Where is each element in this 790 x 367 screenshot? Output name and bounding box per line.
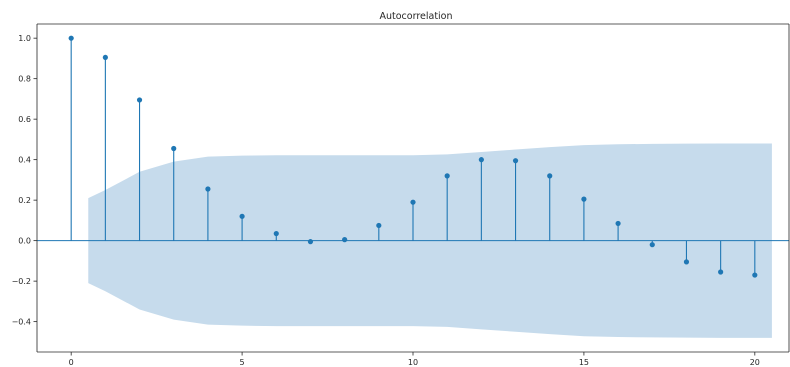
chart-title: Autocorrelation (379, 11, 452, 22)
stem-marker (752, 272, 758, 278)
y-tick-label: 0.4 (18, 156, 31, 165)
y-tick-label: −0.4 (12, 318, 31, 327)
stem-marker (683, 259, 690, 265)
y-tick-label: 0.8 (18, 75, 31, 84)
stem-marker (171, 145, 177, 152)
stem-marker (718, 269, 724, 275)
stem-marker (376, 222, 382, 229)
x-tick-label: 0 (69, 358, 74, 367)
x-tick-label: 10 (408, 358, 418, 367)
stem-marker (205, 186, 211, 192)
stem-marker (239, 213, 245, 219)
stem-marker (478, 157, 484, 163)
y-tick-label: 1.0 (18, 34, 31, 43)
stem-marker (615, 220, 621, 227)
y-tick-label: 0.2 (18, 196, 31, 205)
x-tick-label: 15 (579, 358, 589, 367)
y-tick-label: −0.2 (12, 277, 31, 286)
stem-marker (581, 196, 587, 202)
stem-marker (444, 173, 450, 179)
plot-area: −0.4 −0.2 0.0 0.2 0.4 0.6 0.8 1.0 0 5 10 15 20 (12, 23, 790, 367)
y-tick-label: 0.6 (18, 115, 31, 124)
stem-marker (102, 54, 108, 61)
stem-marker (68, 35, 74, 41)
stem-marker (410, 199, 416, 205)
y-tick-label: 0.0 (18, 237, 31, 246)
stem-marker (512, 158, 519, 164)
stem-marker (649, 242, 655, 248)
stem-marker (547, 173, 553, 179)
x-tick-label: 20 (750, 358, 760, 367)
stem-marker (307, 239, 314, 245)
stem-marker (273, 230, 279, 237)
stem-marker (136, 97, 143, 103)
x-tick-label: 5 (240, 358, 245, 367)
stem-marker (342, 237, 348, 243)
